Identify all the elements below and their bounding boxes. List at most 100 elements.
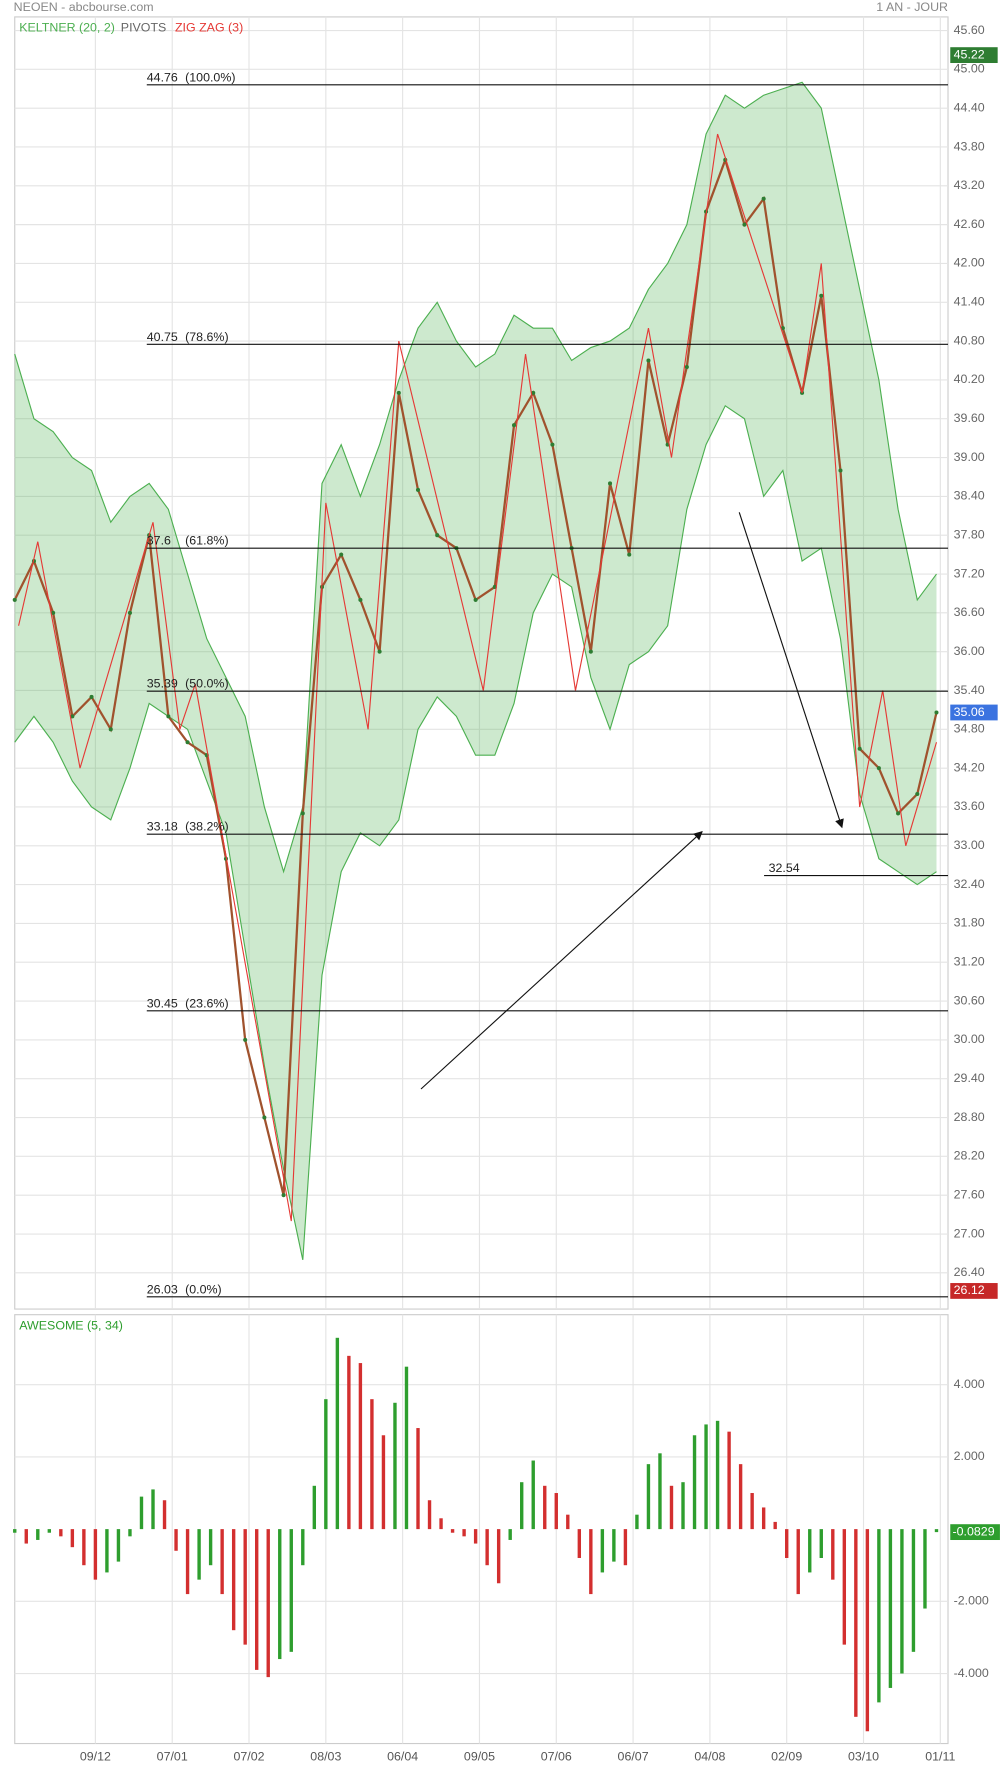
x-tick-label: 09/05	[464, 1749, 495, 1763]
fib-percent: (61.8%)	[185, 534, 228, 548]
price-point	[857, 746, 862, 751]
oscillator-bar	[566, 1514, 570, 1530]
y-tick-label: 37.80	[954, 527, 985, 541]
oscillator-bar	[93, 1529, 98, 1580]
price-point	[684, 364, 689, 370]
price-point	[531, 390, 536, 395]
oscillator-bar	[750, 1493, 754, 1530]
oscillator-bar	[865, 1529, 870, 1732]
price-point	[262, 1115, 267, 1120]
oscillator-bar	[393, 1402, 397, 1530]
y-tick-label: 32.40	[954, 877, 985, 891]
oscillator-bar	[577, 1529, 582, 1558]
price-tag	[950, 1283, 998, 1299]
fib-percent: (78.6%)	[185, 330, 228, 344]
price-point	[243, 1037, 248, 1042]
oscillator-bar	[324, 1399, 328, 1530]
y-tick-label: 37.20	[954, 566, 985, 580]
oscillator-title: AWESOME (5, 34)	[19, 1318, 123, 1332]
oscillator-bar	[36, 1529, 40, 1540]
oscillator-bar	[554, 1493, 558, 1530]
fib-percent: (100.0%)	[185, 70, 235, 84]
oscillator-bar	[773, 1521, 777, 1530]
oscillator-bar	[600, 1529, 605, 1573]
price-point	[473, 597, 478, 602]
y-tick-label: 28.80	[954, 1110, 985, 1124]
arrow	[420, 830, 703, 1090]
oscillator-bar	[358, 1363, 363, 1530]
y-tick-label: 42.00	[954, 256, 985, 270]
price-panel	[14, 16, 949, 1310]
price-point	[185, 740, 190, 745]
y-tick-label: 43.20	[954, 178, 985, 192]
oscillator-bar	[819, 1529, 823, 1558]
price-point	[300, 811, 305, 816]
fib-price: 44.76	[147, 70, 178, 84]
price-point	[588, 649, 593, 654]
keltner-band	[14, 82, 937, 1260]
oscillator-bar	[761, 1507, 766, 1530]
oscillator-bar	[646, 1464, 651, 1530]
oscillator-bar	[612, 1529, 616, 1562]
fib-percent: (23.6%)	[185, 996, 228, 1010]
price-point	[896, 811, 901, 816]
price-tag-label: 45.22	[954, 47, 985, 61]
y-tick-label: 39.60	[954, 411, 985, 425]
oscillator-bar	[842, 1529, 847, 1645]
price-point	[415, 487, 421, 492]
oscillator-bar	[462, 1529, 466, 1537]
oscillator-bar	[635, 1514, 639, 1530]
fib-price: 35.39	[147, 677, 178, 691]
price-point	[12, 597, 17, 602]
price-point	[127, 610, 132, 615]
oscillator-bar	[785, 1529, 789, 1558]
oscillator-bar	[289, 1529, 293, 1652]
fib-percent: (0.0%)	[185, 1282, 222, 1296]
oscillator-bar	[301, 1529, 305, 1566]
keltner-upper	[14, 81, 937, 874]
y-tick-label: 44.40	[954, 100, 985, 114]
price-point	[742, 222, 747, 227]
chart-title: NEOEN - abcbourse.com	[14, 0, 154, 14]
oscillator-bar	[266, 1529, 270, 1678]
oscillator-bar	[520, 1482, 524, 1530]
price-point	[435, 533, 440, 538]
oscillator-bar	[888, 1529, 893, 1688]
fib-price: 33.18	[147, 820, 178, 834]
oscillator-bar	[347, 1355, 351, 1530]
y-tick-label: 27.00	[954, 1226, 985, 1240]
y-tick-label: 34.20	[954, 760, 985, 774]
oscillator-bar	[727, 1431, 731, 1530]
zigzag-line	[18, 133, 938, 1222]
oscillator-bar	[128, 1529, 132, 1537]
x-tick-label: 01/11	[925, 1749, 955, 1763]
x-tick-label: 04/08	[694, 1749, 725, 1763]
x-tick-label: 06/04	[387, 1749, 418, 1763]
oscillator-bar	[508, 1529, 512, 1540]
oscillator-bar	[243, 1529, 247, 1645]
y-tick-label: 38.40	[954, 489, 985, 503]
price-point	[608, 481, 613, 486]
y-tick-label: 31.20	[954, 955, 985, 969]
oscillator-bar	[923, 1529, 927, 1609]
oscillator-bar	[231, 1529, 236, 1631]
oscillator-bar	[278, 1529, 282, 1660]
price-point	[646, 358, 651, 363]
fib-percent: (38.2%)	[185, 820, 228, 834]
y-tick-label: 33.00	[954, 838, 985, 852]
price-point	[339, 552, 344, 557]
y-tick-label: 2.000	[954, 1449, 985, 1463]
oscillator-bar	[681, 1482, 685, 1530]
y-tick-label: 28.20	[954, 1149, 985, 1163]
oscillator-bar	[450, 1529, 455, 1533]
oscillator-bar	[404, 1366, 409, 1530]
y-tick-label: 43.80	[954, 139, 985, 153]
oscillator-bar	[312, 1485, 317, 1530]
oscillator-bar	[381, 1435, 386, 1530]
oscillator-bar	[934, 1529, 939, 1533]
fib-price: 40.75	[147, 330, 178, 344]
fib-price: 26.03	[147, 1282, 178, 1296]
oscillator-bar	[485, 1529, 489, 1566]
oscillator-bar	[704, 1424, 708, 1530]
